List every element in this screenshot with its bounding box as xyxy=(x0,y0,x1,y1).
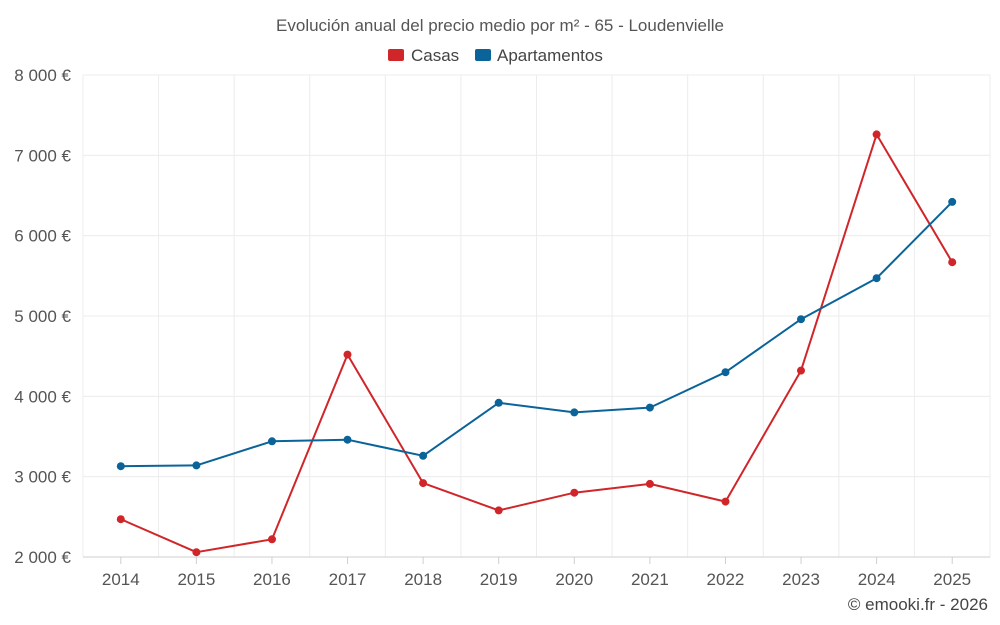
legend-item-apartamentos[interactable]: Apartamentos xyxy=(475,46,603,65)
x-tick-label: 2018 xyxy=(404,570,442,589)
x-tick-label: 2022 xyxy=(707,570,745,589)
data-point-apartamentos[interactable] xyxy=(645,403,654,412)
data-point-casas[interactable] xyxy=(419,479,428,488)
data-point-apartamentos[interactable] xyxy=(570,408,579,417)
y-tick-label: 2 000 € xyxy=(14,548,71,567)
x-tick-label: 2016 xyxy=(253,570,291,589)
data-point-apartamentos[interactable] xyxy=(116,462,125,471)
data-point-casas[interactable] xyxy=(948,258,957,267)
data-point-apartamentos[interactable] xyxy=(419,451,428,460)
data-point-apartamentos[interactable] xyxy=(872,274,881,283)
y-tick-label: 5 000 € xyxy=(14,307,71,326)
y-tick-label: 6 000 € xyxy=(14,227,71,246)
y-tick-label: 7 000 € xyxy=(14,146,71,165)
legend-item-casas[interactable]: Casas xyxy=(388,46,459,65)
legend-swatch-apartamentos xyxy=(475,49,491,61)
x-tick-label: 2024 xyxy=(858,570,896,589)
x-tick-label: 2021 xyxy=(631,570,669,589)
data-point-casas[interactable] xyxy=(797,366,805,375)
data-point-apartamentos[interactable] xyxy=(192,461,201,470)
series-line-casas xyxy=(119,133,954,554)
y-tick-label: 3 000 € xyxy=(14,468,71,487)
x-tick-label: 2023 xyxy=(782,570,820,589)
legend: Casas Apartamentos xyxy=(388,46,603,65)
y-axis: 2 000 € 3 000 € 4 000 € 5 000 € 6 000 € 7 000… xyxy=(14,66,71,567)
x-tick-label: 2019 xyxy=(480,570,518,589)
data-point-casas[interactable] xyxy=(268,535,276,544)
data-point-apartamentos[interactable] xyxy=(797,315,805,324)
data-point-casas[interactable] xyxy=(192,548,201,557)
legend-label-apartamentos: Apartamentos xyxy=(497,46,603,65)
data-point-casas[interactable] xyxy=(343,350,352,359)
x-tick-label: 2014 xyxy=(102,570,140,589)
data-point-apartamentos[interactable] xyxy=(268,437,276,446)
y-tick-label: 4 000 € xyxy=(14,387,71,406)
grid xyxy=(82,74,991,558)
legend-label-casas: Casas xyxy=(411,46,459,65)
legend-swatch-casas xyxy=(388,49,404,61)
x-tick-label: 2015 xyxy=(177,570,215,589)
data-point-casas[interactable] xyxy=(645,479,654,488)
data-point-apartamentos[interactable] xyxy=(343,435,352,444)
series-line-apartamentos xyxy=(119,200,954,468)
chart-title: Evolución anual del precio medio por m² … xyxy=(276,16,724,35)
data-point-casas[interactable] xyxy=(721,497,730,506)
data-point-apartamentos[interactable] xyxy=(948,197,957,206)
data-point-casas[interactable] xyxy=(872,130,881,139)
series-layer xyxy=(116,130,957,557)
data-point-apartamentos[interactable] xyxy=(494,398,503,407)
credit: © emooki.fr - 2026 xyxy=(848,595,988,614)
data-point-casas[interactable] xyxy=(116,515,125,524)
data-point-casas[interactable] xyxy=(494,506,503,515)
series-casas xyxy=(116,130,957,557)
x-tick-label: 2017 xyxy=(329,570,367,589)
x-tick-label: 2025 xyxy=(933,570,971,589)
y-tick-label: 8 000 € xyxy=(14,66,71,85)
data-point-apartamentos[interactable] xyxy=(721,368,730,377)
series-apartamentos xyxy=(116,197,957,471)
x-tick-label: 2020 xyxy=(555,570,593,589)
x-axis: 2014 2015 2016 2017 2018 2019 2020 2021 2022 2023… xyxy=(83,556,990,589)
data-point-casas[interactable] xyxy=(570,488,579,497)
